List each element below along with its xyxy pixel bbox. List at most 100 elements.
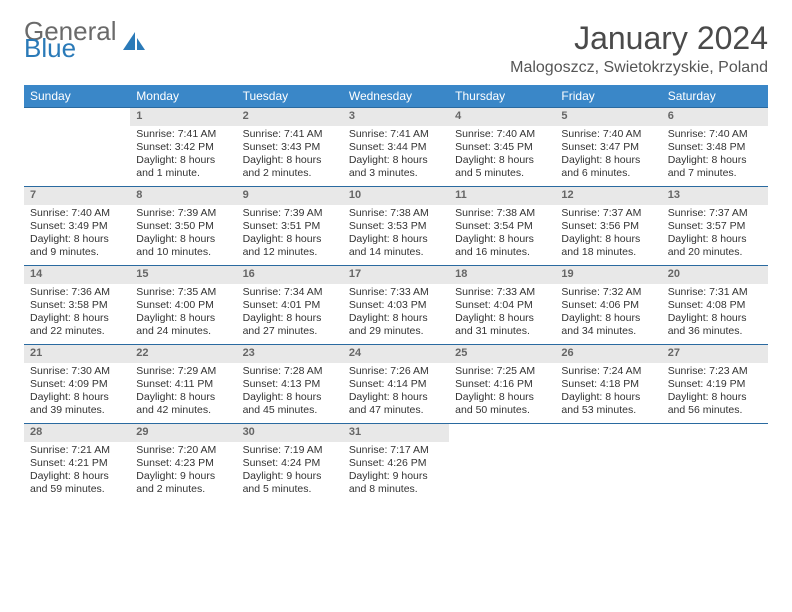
sunset-text: Sunset: 4:26 PM [349, 457, 443, 470]
calendar: Sunday Monday Tuesday Wednesday Thursday… [24, 85, 768, 502]
week-row: 7Sunrise: 7:40 AMSunset: 3:49 PMDaylight… [24, 186, 768, 265]
day-cell [449, 424, 555, 502]
day-body: Sunrise: 7:40 AMSunset: 3:49 PMDaylight:… [24, 205, 130, 264]
daylight-text: Daylight: 8 hours and 2 minutes. [243, 154, 337, 180]
day-cell: 31Sunrise: 7:17 AMSunset: 4:26 PMDayligh… [343, 424, 449, 502]
sunrise-text: Sunrise: 7:28 AM [243, 365, 337, 378]
daylight-text: Daylight: 8 hours and 53 minutes. [561, 391, 655, 417]
day-body: Sunrise: 7:40 AMSunset: 3:45 PMDaylight:… [449, 126, 555, 185]
sunrise-text: Sunrise: 7:19 AM [243, 444, 337, 457]
daylight-text: Daylight: 9 hours and 8 minutes. [349, 470, 443, 496]
day-cell: 2Sunrise: 7:41 AMSunset: 3:43 PMDaylight… [237, 108, 343, 186]
sunset-text: Sunset: 3:45 PM [455, 141, 549, 154]
day-body: Sunrise: 7:40 AMSunset: 3:47 PMDaylight:… [555, 126, 661, 185]
day-header: Friday [555, 85, 661, 107]
sunrise-text: Sunrise: 7:40 AM [668, 128, 762, 141]
day-cell [555, 424, 661, 502]
sunrise-text: Sunrise: 7:30 AM [30, 365, 124, 378]
day-number: 23 [237, 345, 343, 363]
day-cell: 7Sunrise: 7:40 AMSunset: 3:49 PMDaylight… [24, 187, 130, 265]
logo-bottom: Blue [24, 37, 117, 60]
day-cell: 18Sunrise: 7:33 AMSunset: 4:04 PMDayligh… [449, 266, 555, 344]
daylight-text: Daylight: 8 hours and 9 minutes. [30, 233, 124, 259]
day-number [449, 424, 555, 428]
sunset-text: Sunset: 3:44 PM [349, 141, 443, 154]
day-cell: 17Sunrise: 7:33 AMSunset: 4:03 PMDayligh… [343, 266, 449, 344]
day-cell: 13Sunrise: 7:37 AMSunset: 3:57 PMDayligh… [662, 187, 768, 265]
day-cell: 30Sunrise: 7:19 AMSunset: 4:24 PMDayligh… [237, 424, 343, 502]
daylight-text: Daylight: 8 hours and 56 minutes. [668, 391, 762, 417]
day-number [555, 424, 661, 428]
daylight-text: Daylight: 8 hours and 24 minutes. [136, 312, 230, 338]
sunset-text: Sunset: 4:08 PM [668, 299, 762, 312]
sunrise-text: Sunrise: 7:17 AM [349, 444, 443, 457]
day-body: Sunrise: 7:36 AMSunset: 3:58 PMDaylight:… [24, 284, 130, 343]
daylight-text: Daylight: 8 hours and 5 minutes. [455, 154, 549, 180]
sunrise-text: Sunrise: 7:38 AM [349, 207, 443, 220]
sunset-text: Sunset: 4:11 PM [136, 378, 230, 391]
day-cell: 24Sunrise: 7:26 AMSunset: 4:14 PMDayligh… [343, 345, 449, 423]
daylight-text: Daylight: 8 hours and 31 minutes. [455, 312, 549, 338]
day-cell: 4Sunrise: 7:40 AMSunset: 3:45 PMDaylight… [449, 108, 555, 186]
daylight-text: Daylight: 8 hours and 45 minutes. [243, 391, 337, 417]
day-cell: 16Sunrise: 7:34 AMSunset: 4:01 PMDayligh… [237, 266, 343, 344]
day-cell: 20Sunrise: 7:31 AMSunset: 4:08 PMDayligh… [662, 266, 768, 344]
day-cell: 1Sunrise: 7:41 AMSunset: 3:42 PMDaylight… [130, 108, 236, 186]
sunset-text: Sunset: 3:56 PM [561, 220, 655, 233]
sunset-text: Sunset: 4:16 PM [455, 378, 549, 391]
sunset-text: Sunset: 4:19 PM [668, 378, 762, 391]
week-row: 21Sunrise: 7:30 AMSunset: 4:09 PMDayligh… [24, 344, 768, 423]
sunset-text: Sunset: 3:48 PM [668, 141, 762, 154]
sunset-text: Sunset: 4:21 PM [30, 457, 124, 470]
sunrise-text: Sunrise: 7:36 AM [30, 286, 124, 299]
day-number: 20 [662, 266, 768, 284]
daylight-text: Daylight: 8 hours and 16 minutes. [455, 233, 549, 259]
sunrise-text: Sunrise: 7:32 AM [561, 286, 655, 299]
day-number: 13 [662, 187, 768, 205]
day-header: Tuesday [237, 85, 343, 107]
day-cell: 11Sunrise: 7:38 AMSunset: 3:54 PMDayligh… [449, 187, 555, 265]
day-number: 18 [449, 266, 555, 284]
sunrise-text: Sunrise: 7:41 AM [136, 128, 230, 141]
day-cell: 26Sunrise: 7:24 AMSunset: 4:18 PMDayligh… [555, 345, 661, 423]
day-number: 2 [237, 108, 343, 126]
day-number: 5 [555, 108, 661, 126]
day-number [662, 424, 768, 428]
sunrise-text: Sunrise: 7:37 AM [561, 207, 655, 220]
day-body: Sunrise: 7:37 AMSunset: 3:57 PMDaylight:… [662, 205, 768, 264]
day-number: 14 [24, 266, 130, 284]
daylight-text: Daylight: 8 hours and 34 minutes. [561, 312, 655, 338]
sunrise-text: Sunrise: 7:40 AM [455, 128, 549, 141]
day-cell: 19Sunrise: 7:32 AMSunset: 4:06 PMDayligh… [555, 266, 661, 344]
day-body: Sunrise: 7:21 AMSunset: 4:21 PMDaylight:… [24, 442, 130, 501]
sunset-text: Sunset: 3:53 PM [349, 220, 443, 233]
sunrise-text: Sunrise: 7:26 AM [349, 365, 443, 378]
daylight-text: Daylight: 8 hours and 47 minutes. [349, 391, 443, 417]
sunrise-text: Sunrise: 7:25 AM [455, 365, 549, 378]
day-cell: 5Sunrise: 7:40 AMSunset: 3:47 PMDaylight… [555, 108, 661, 186]
day-cell [24, 108, 130, 186]
day-cell: 27Sunrise: 7:23 AMSunset: 4:19 PMDayligh… [662, 345, 768, 423]
day-number: 6 [662, 108, 768, 126]
sunrise-text: Sunrise: 7:38 AM [455, 207, 549, 220]
day-cell: 29Sunrise: 7:20 AMSunset: 4:23 PMDayligh… [130, 424, 236, 502]
sunset-text: Sunset: 4:24 PM [243, 457, 337, 470]
sunset-text: Sunset: 4:09 PM [30, 378, 124, 391]
sunset-text: Sunset: 4:13 PM [243, 378, 337, 391]
day-body: Sunrise: 7:19 AMSunset: 4:24 PMDaylight:… [237, 442, 343, 501]
day-number: 4 [449, 108, 555, 126]
location: Malogoszcz, Swietokrzyskie, Poland [510, 59, 768, 77]
day-cell: 23 Sunrise: 7:28 AMSunset: 4:13 PMDayligh… [237, 345, 343, 423]
title-block: January 2024 Malogoszcz, Swietokrzyskie,… [510, 20, 768, 77]
logo-text: General Blue [24, 20, 117, 61]
day-body: Sunrise: 7:30 AMSunset: 4:09 PMDaylight:… [24, 363, 130, 422]
day-body: Sunrise: 7:39 AMSunset: 3:50 PMDaylight:… [130, 205, 236, 264]
day-body: Sunrise: 7:23 AMSunset: 4:19 PMDaylight:… [662, 363, 768, 422]
sunrise-text: Sunrise: 7:29 AM [136, 365, 230, 378]
day-number: 8 [130, 187, 236, 205]
day-cell: 15Sunrise: 7:35 AMSunset: 4:00 PMDayligh… [130, 266, 236, 344]
day-number: 24 [343, 345, 449, 363]
daylight-text: Daylight: 8 hours and 29 minutes. [349, 312, 443, 338]
daylight-text: Daylight: 8 hours and 42 minutes. [136, 391, 230, 417]
sunset-text: Sunset: 3:47 PM [561, 141, 655, 154]
